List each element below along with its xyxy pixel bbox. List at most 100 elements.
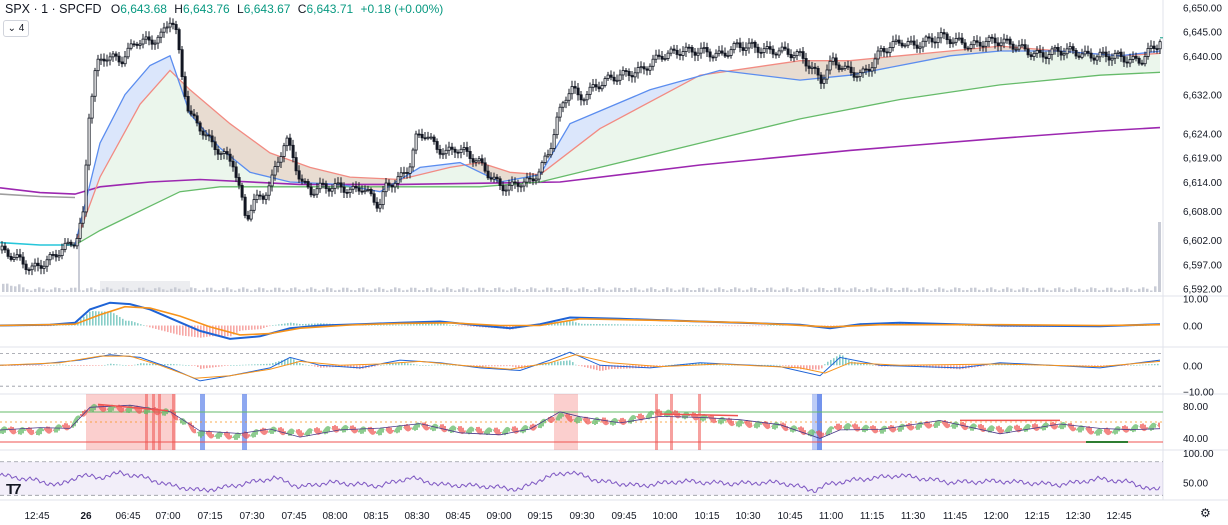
ema-ribbon-fill xyxy=(976,48,978,54)
ema-ribbon-fill xyxy=(310,167,312,184)
volume-bar xyxy=(842,289,845,292)
ema-ribbon-fill xyxy=(250,138,252,173)
ema-trend-fill xyxy=(166,72,168,199)
volume-bar xyxy=(114,290,117,292)
stoch-fill xyxy=(636,415,638,419)
ema-ribbon-fill xyxy=(926,53,928,61)
ema-ribbon-fill xyxy=(790,61,792,80)
ema-trend-fill xyxy=(846,60,848,110)
osc-histogram-bar xyxy=(44,365,46,366)
ema-trend-fill xyxy=(190,89,192,191)
candle-body xyxy=(624,70,628,72)
stoch-fill xyxy=(270,426,272,434)
stoch-fill xyxy=(216,431,218,439)
osc-histogram-bar xyxy=(614,365,616,369)
osc-histogram-bar xyxy=(317,365,319,368)
candle-body xyxy=(384,182,388,193)
ema-trend-fill xyxy=(554,162,556,179)
candle-body xyxy=(1038,49,1042,53)
candle-body xyxy=(846,65,850,68)
stoch-fill xyxy=(1054,422,1056,430)
candle-body xyxy=(327,188,331,192)
macd-histogram-bar xyxy=(293,323,295,326)
stoch-fill xyxy=(756,420,758,429)
stoch-fill xyxy=(66,423,68,431)
ema-trend-fill xyxy=(990,46,992,87)
ema-trend-fill xyxy=(558,159,560,178)
ema-trend-fill xyxy=(732,70,734,136)
stoch-fill xyxy=(794,425,796,432)
osc-histogram-bar xyxy=(956,365,958,370)
ema-trend-fill xyxy=(994,46,996,86)
stoch-fill xyxy=(1048,423,1050,426)
stoch-fill xyxy=(62,424,64,429)
macd-histogram-bar xyxy=(476,325,478,327)
gear-icon[interactable]: ⚙ xyxy=(1200,506,1211,520)
osc-histogram-bar xyxy=(503,365,505,367)
ema-trend-fill xyxy=(734,69,736,135)
stoch-fill xyxy=(218,431,220,439)
macd-histogram-bar xyxy=(218,325,220,337)
ema-ribbon-fill xyxy=(784,62,786,79)
volume-bar xyxy=(42,288,45,292)
ema-trend-fill xyxy=(772,64,774,126)
osc-histogram-bar xyxy=(164,364,166,366)
candle-body xyxy=(1107,56,1111,61)
volume-bar xyxy=(682,287,685,292)
ema-trend-fill xyxy=(802,60,804,119)
candle-body xyxy=(516,182,520,187)
volume-bar xyxy=(830,290,833,292)
candle-body xyxy=(552,134,556,149)
candle-body xyxy=(1137,57,1141,64)
osc-histogram-bar xyxy=(497,365,499,367)
candle-body xyxy=(219,153,223,155)
volume-bar xyxy=(562,288,565,292)
macd-histogram-bar xyxy=(104,311,106,326)
candle-body xyxy=(141,38,145,45)
indicators-toggle-button[interactable]: ⌄ 4 xyxy=(3,20,29,37)
stoch-fill xyxy=(842,426,844,429)
ema-ribbon-fill xyxy=(584,116,586,141)
ema-ribbon-fill xyxy=(254,141,256,174)
tradingview-logo-icon[interactable]: T7 xyxy=(6,481,21,498)
osc-histogram-bar xyxy=(104,364,106,366)
macd-histogram-bar xyxy=(275,324,277,326)
stoch-fill xyxy=(468,426,470,435)
candle-body xyxy=(285,137,289,147)
ema-trend-fill xyxy=(244,133,246,187)
volume-bar xyxy=(378,287,381,292)
ema-trend-fill xyxy=(948,50,950,93)
osc-histogram-bar xyxy=(428,364,430,366)
candle-body xyxy=(249,209,253,220)
volume-bar xyxy=(222,288,225,292)
ema-trend-fill xyxy=(762,65,764,129)
ema-ribbon-fill xyxy=(346,176,348,186)
ema-ribbon-fill xyxy=(284,157,286,181)
ema-ribbon-fill xyxy=(100,139,102,178)
ema-ribbon-fill xyxy=(592,113,594,135)
ema-ribbon-fill xyxy=(132,84,134,119)
ema-trend-fill xyxy=(702,74,704,143)
osc-histogram-bar xyxy=(1133,365,1135,366)
osc-histogram-bar xyxy=(881,365,883,367)
stoch-fill xyxy=(504,427,506,436)
ema-ribbon-fill xyxy=(940,51,942,58)
ema-ribbon-fill xyxy=(136,79,138,112)
osc-histogram-bar xyxy=(845,357,847,366)
candle-body xyxy=(1044,56,1048,59)
macd-histogram-bar xyxy=(101,311,103,326)
ema-ribbon-fill xyxy=(958,49,960,56)
ema-trend-fill xyxy=(694,77,696,145)
stoch-fill xyxy=(1128,428,1130,433)
volume-bar xyxy=(862,290,865,292)
macd-histogram-bar xyxy=(617,324,619,326)
stoch-fill xyxy=(692,412,694,420)
stoch-fill xyxy=(234,432,236,440)
volume-bar xyxy=(410,287,413,292)
symbol-label[interactable]: SPX · 1 · SPCFD xyxy=(5,2,102,16)
ema-trend-fill xyxy=(1070,51,1072,79)
ema-ribbon-fill xyxy=(446,164,448,169)
ema-trend-fill xyxy=(658,96,660,154)
volume-bar xyxy=(850,288,853,292)
